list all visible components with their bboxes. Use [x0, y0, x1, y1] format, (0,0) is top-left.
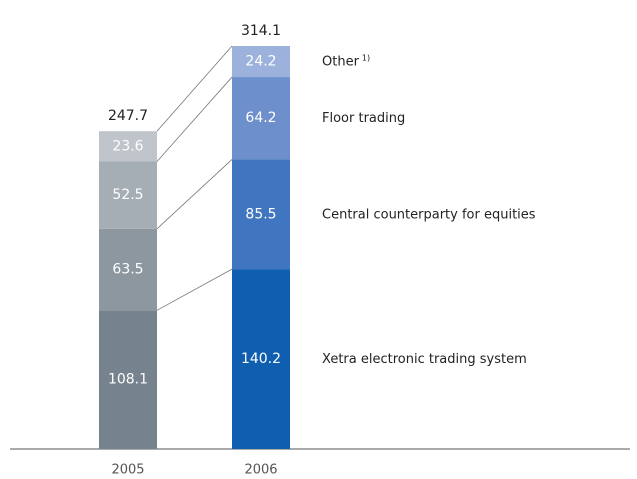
- bar-segment: [232, 269, 290, 449]
- value-label: 85.5: [245, 206, 276, 222]
- footnote-mark: 1): [362, 53, 370, 62]
- bar-segment: [99, 161, 157, 229]
- x-tick-label: 2005: [111, 463, 144, 478]
- bar-segment: [232, 159, 290, 270]
- value-label: 24.2: [245, 54, 276, 70]
- bar-segment: [99, 310, 157, 449]
- total-label: 247.7: [108, 108, 148, 124]
- bar-segment: [99, 131, 157, 162]
- legend-name: Xetra electronic trading system: [322, 352, 527, 367]
- connector: [156, 159, 233, 230]
- x-tick-label: 2006: [244, 463, 277, 478]
- connector: [156, 76, 233, 162]
- value-label: 64.2: [245, 110, 276, 126]
- value-label: 52.5: [112, 187, 143, 203]
- legend-name: Central counterparty for equities: [322, 207, 536, 222]
- value-label: 140.2: [241, 351, 281, 367]
- connector: [156, 45, 233, 132]
- legend-label: Central counterparty for equities: [322, 207, 536, 222]
- bar-segment: [232, 46, 290, 78]
- legend-label: Floor trading: [322, 111, 405, 126]
- value-label: 23.6: [112, 138, 143, 154]
- total-label: 314.1: [241, 23, 281, 39]
- value-label: 63.5: [112, 262, 143, 278]
- legend-label: Xetra electronic trading system: [322, 352, 527, 367]
- bar-segment: [232, 77, 290, 160]
- value-label: 108.1: [108, 372, 148, 388]
- legend-name: Floor trading: [322, 111, 405, 126]
- legend-label: Other 1): [322, 53, 370, 69]
- bar-segment: [99, 228, 157, 311]
- connector: [156, 268, 233, 311]
- legend-name: Other: [322, 54, 360, 69]
